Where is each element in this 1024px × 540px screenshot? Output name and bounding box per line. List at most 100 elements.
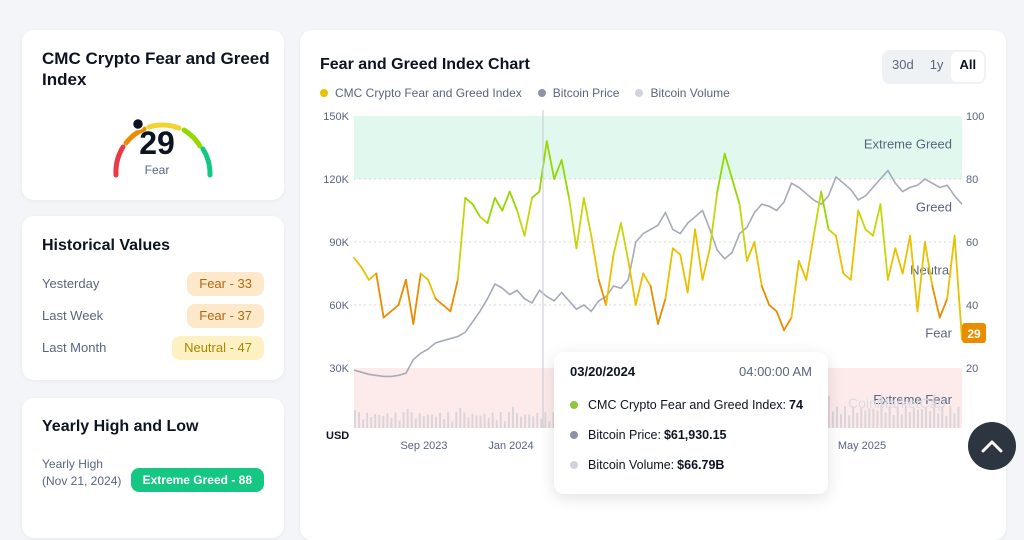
gauge-segment-neutral: [146, 122, 182, 131]
volume-bar: [483, 413, 486, 428]
tooltip-row-label: Bitcoin Price:: [588, 428, 661, 442]
tooltip-row-value: $66.79B: [677, 458, 725, 472]
volume-bar: [495, 420, 498, 428]
volume-bar: [937, 413, 940, 428]
fear-greed-chart[interactable]: Extreme Greed Greed Neutral Fear Extreme Fea…: [300, 30, 1006, 540]
x-axis-tick: May 2025: [838, 440, 886, 452]
legend-dot: [635, 89, 644, 97]
scroll-to-top-button[interactable]: [968, 422, 1016, 470]
index-line-segment: [405, 278, 415, 325]
volume-bar: [366, 412, 369, 428]
volume-bar: [487, 417, 490, 428]
tooltip-date: 03/20/2024: [570, 364, 636, 379]
index-line-segment: [442, 304, 452, 313]
volume-bar: [532, 416, 535, 428]
tab-1y[interactable]: 1y: [929, 57, 944, 72]
volume-bar: [507, 412, 510, 428]
volume-bar: [398, 420, 401, 428]
tooltip-dot: [570, 431, 578, 439]
index-line-segment: [642, 272, 652, 288]
legend-item-volume[interactable]: Bitcoin Volume: [635, 86, 730, 100]
volume-bar: [402, 412, 405, 428]
index-line-segment: [790, 259, 800, 319]
index-line-segment: [872, 203, 882, 237]
volume-bar: [827, 395, 830, 428]
gauge-indicator: [131, 117, 145, 131]
volume-bar: [459, 407, 462, 428]
legend-label: Bitcoin Price: [552, 86, 620, 100]
index-line-segment: [738, 203, 748, 262]
index-line-segment: [412, 272, 422, 325]
gauge-dial: [113, 117, 213, 178]
legend-item-index[interactable]: CMC Crypto Fear and Greed Index: [320, 86, 522, 100]
index-line-segment: [508, 190, 519, 212]
volume-bar: [358, 412, 361, 428]
tooltip-row-value: $61,930.15: [663, 428, 727, 442]
volume-bar: [548, 421, 551, 428]
volume-bar: [467, 417, 470, 428]
index-line-segment: [575, 196, 585, 250]
volume-bar: [552, 412, 555, 428]
historical-row-last-week: Last Week Fear - 37: [42, 304, 264, 328]
gauge-title: CMC Crypto Fear and Greed Index: [42, 49, 270, 89]
index-line-segment: [909, 234, 919, 313]
volume-bar: [430, 414, 433, 428]
yearly-high-badge: Extreme Greed - 88: [130, 468, 264, 492]
volume-bar: [908, 411, 911, 428]
index-line-segment: [456, 196, 467, 281]
volume-bar: [900, 414, 903, 428]
index-line-segment: [709, 190, 719, 250]
index-line-segment: [694, 228, 704, 281]
gauge-segment-extreme-greed: [200, 146, 213, 178]
yearly-high-low-card: Yearly High and Low Yearly High (Nov 21,…: [22, 398, 284, 538]
tab-all[interactable]: All: [951, 52, 985, 82]
volume-bar: [524, 414, 527, 428]
currency-label: USD: [326, 430, 349, 442]
volume-bar: [864, 410, 867, 428]
left-axis-tick: 120K: [323, 174, 349, 186]
zone-label: Neutral: [910, 262, 952, 277]
legend-dot: [320, 89, 328, 97]
volume-bar: [362, 419, 365, 428]
index-line-segment: [746, 241, 756, 262]
index-line-segment: [419, 272, 430, 281]
tooltip-dot: [570, 461, 578, 469]
index-line-segment: [516, 209, 526, 237]
volume-bar: [872, 408, 875, 428]
tab-30d[interactable]: 30d: [892, 57, 914, 72]
index-line-segment: [827, 228, 837, 237]
volume-bar: [463, 412, 466, 428]
volume-bar: [884, 412, 887, 428]
volume-bar: [888, 406, 891, 428]
volume-bar: [916, 409, 919, 428]
index-line-segment: [649, 285, 659, 325]
fear-greed-gauge-card: CMC Crypto Fear and Greed Index 29 Fear: [22, 30, 284, 200]
index-line-segment: [938, 297, 949, 319]
index-line-segment: [849, 209, 860, 281]
volume-bar: [941, 406, 944, 428]
gauge-segment-greed: [181, 127, 203, 149]
volume-bar: [455, 412, 458, 428]
volume-bar: [536, 413, 539, 428]
left-axis-tick: 60K: [329, 300, 349, 312]
index-line-segment: [590, 234, 600, 281]
current-value-text: 29: [967, 327, 981, 341]
left-axis-tick: 90K: [329, 237, 349, 249]
index-line-segment: [471, 203, 481, 218]
historical-row-label: Last Week: [42, 308, 104, 323]
index-line-segment: [597, 278, 607, 306]
legend-item-price[interactable]: Bitcoin Price: [537, 86, 620, 100]
gauge-label: Fear: [144, 163, 170, 177]
volume-bar: [447, 412, 450, 428]
volume-bar: [443, 419, 446, 428]
index-line-segment: [886, 247, 897, 281]
x-axis-tick: Sep 2023: [400, 440, 447, 452]
volume-bar: [904, 406, 907, 428]
volume-bar: [544, 412, 547, 428]
index-line-segment: [931, 285, 941, 319]
index-line-segment: [835, 234, 845, 275]
volume-bar: [860, 406, 863, 428]
chart-watermark: CoinMarketCap: [848, 395, 945, 411]
right-axis-tick: 20: [966, 363, 978, 375]
index-line-segment: [894, 247, 904, 275]
